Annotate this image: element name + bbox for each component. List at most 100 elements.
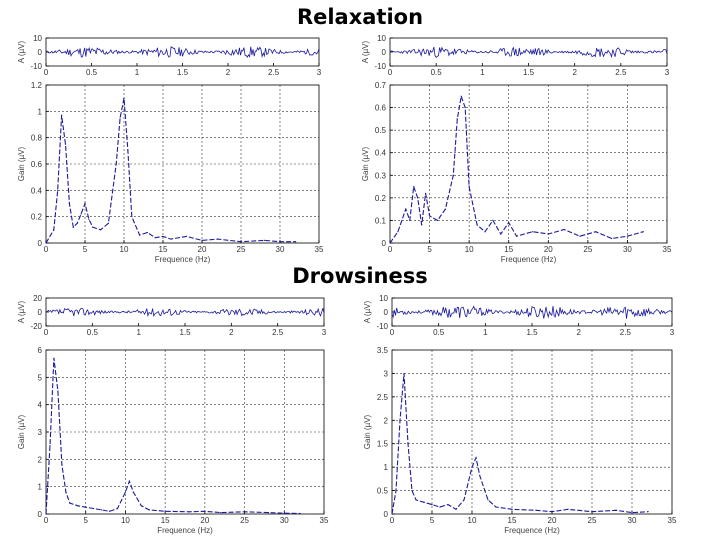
data-point	[148, 509, 150, 511]
x-tick-label: 5	[83, 245, 88, 254]
data-point	[487, 499, 489, 501]
y-axis-label: A (µV)	[361, 40, 370, 63]
x-tick-label: 2.5	[620, 328, 632, 337]
data-point	[642, 231, 644, 233]
x-tick-label: 1.5	[526, 328, 538, 337]
x-tick-label: 25	[237, 245, 246, 254]
data-point	[68, 202, 70, 205]
x-tick-label: 0	[390, 516, 395, 525]
x-tick-label: 10	[120, 245, 129, 254]
x-tick-label: 3	[322, 328, 327, 337]
x-tick-label: 2	[226, 68, 231, 77]
data-point	[403, 372, 405, 375]
y-tick-label: 6	[38, 346, 43, 355]
data-point	[57, 189, 59, 191]
data-point	[243, 511, 246, 513]
data-point	[204, 510, 206, 512]
data-point	[85, 506, 87, 508]
x-tick-label: 20	[544, 245, 553, 254]
data-point	[72, 226, 74, 228]
data-point	[80, 213, 82, 215]
data-point	[425, 192, 427, 194]
x-tick-label: 25	[588, 516, 597, 525]
y-tick-label: 0.8	[31, 134, 43, 143]
y-tick-label: 0.4	[375, 149, 387, 158]
data-point	[267, 512, 269, 514]
data-point	[484, 231, 486, 233]
x-tick-label: 15	[508, 516, 517, 525]
data-point	[69, 502, 71, 504]
y-tick-label: 1	[384, 463, 389, 472]
y-tick-label: 0	[382, 48, 387, 57]
data-point	[511, 508, 513, 510]
x-tick-label: 15	[159, 245, 168, 254]
data-point	[57, 390, 59, 392]
y-tick-label: -20	[30, 322, 42, 331]
data-point	[76, 222, 78, 224]
data-point	[164, 510, 166, 512]
data-point	[508, 222, 510, 224]
y-tick-label: 0.7	[375, 81, 387, 90]
x-tick-label: 0.5	[431, 68, 443, 77]
data-point	[591, 511, 593, 513]
data-point	[431, 504, 433, 506]
series-line	[389, 94, 644, 244]
plot-frame	[391, 297, 673, 327]
data-point	[279, 241, 281, 243]
y-axis-label: Gain (µV)	[361, 146, 370, 181]
data-point	[447, 504, 449, 506]
drow-left-psd-chart: 0 5 10 15 20 25 30 35 0 1 2 3 4 5 6 Gain (µV) Frequence …	[17, 346, 329, 535]
data-point	[516, 235, 518, 237]
data-point	[411, 489, 413, 492]
data-point	[563, 228, 565, 231]
data-point	[201, 239, 203, 241]
x-tick-label: 25	[240, 516, 249, 525]
data-point	[428, 215, 431, 217]
plot-frame	[389, 84, 668, 244]
x-tick-label: 3	[317, 68, 322, 77]
data-point	[220, 512, 222, 514]
y-tick-label: 0.6	[31, 160, 43, 169]
data-point	[464, 106, 466, 109]
plot-frame	[45, 297, 325, 327]
x-tick-label: 0	[388, 245, 393, 254]
data-point	[240, 241, 242, 243]
y-axis-label: A (µV)	[17, 300, 26, 323]
x-tick-label: 10	[468, 516, 477, 525]
x-tick-label: 1	[135, 68, 140, 77]
y-tick-label: 0.5	[377, 487, 389, 496]
y-axis-label: A (µV)	[17, 40, 26, 63]
data-point	[531, 231, 534, 233]
y-axis-label: A (µV)	[363, 300, 372, 323]
data-point	[615, 509, 617, 511]
data-point	[53, 357, 55, 359]
x-tick-label: 2.5	[615, 68, 627, 77]
data-point	[471, 466, 473, 468]
x-tick-label: 0	[44, 328, 49, 337]
data-point	[128, 480, 130, 482]
data-point	[127, 150, 129, 152]
data-point	[188, 511, 190, 513]
data-point	[535, 509, 537, 511]
data-point	[626, 235, 629, 237]
x-tick-label: 30	[623, 245, 632, 254]
x-tick-label: 3	[665, 68, 670, 77]
y-tick-label: 4	[38, 401, 43, 410]
plot-frame	[45, 37, 320, 67]
y-tick-label: 0.1	[375, 216, 387, 225]
x-tick-label: 30	[276, 245, 285, 254]
data-point	[146, 231, 148, 234]
y-tick-label: 2.5	[377, 393, 389, 402]
data-point	[61, 464, 63, 466]
data-point	[405, 208, 407, 210]
x-tick-label: 0.5	[87, 328, 99, 337]
x-tick-label: 20	[198, 245, 207, 254]
data-point	[140, 505, 142, 507]
x-tick-label: 35	[668, 516, 677, 525]
y-tick-label: 1	[38, 483, 43, 492]
data-point	[476, 224, 478, 226]
x-tick-label: 1.5	[523, 68, 535, 77]
plot-frame	[391, 349, 673, 515]
relaxation-title: Relaxation	[296, 5, 424, 29]
